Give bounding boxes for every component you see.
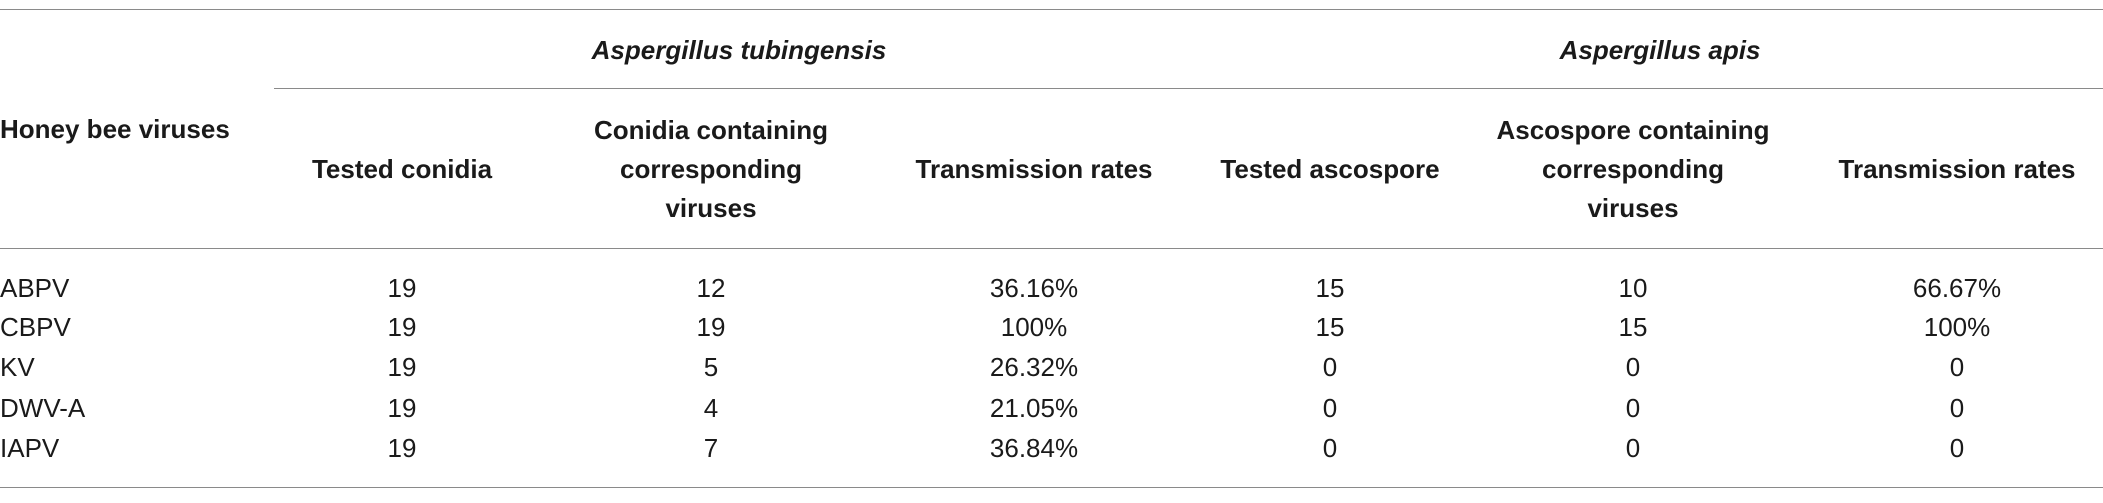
bottom-rule [0,487,2103,488]
column-header: viruses [665,193,757,223]
cell: 0 [1949,352,1965,382]
cell: 19 [387,352,417,382]
cell: 66.67% [1912,273,2002,303]
cell: 19 [387,393,417,423]
row-header: Honey bee viruses [0,114,230,144]
column-header: Transmission rates [915,154,1153,184]
cell: 7 [703,433,719,463]
cell: 36.84% [989,433,1079,463]
cell: 12 [696,273,726,303]
column-header: Transmission rates [1838,154,2076,184]
top-rule [0,9,2103,10]
cell: 21.05% [989,393,1079,423]
group-rule [274,88,2103,89]
column-header: corresponding [619,154,803,184]
column-header: Tested ascospore [1220,154,1440,184]
row-label: IAPV [0,433,60,463]
cell: 4 [703,393,719,423]
column-header: Ascospore containing [1496,115,1770,145]
cell: 0 [1322,393,1338,423]
row-label: DWV-A [0,393,86,423]
column-header: corresponding [1541,154,1725,184]
cell: 10 [1618,273,1648,303]
column-header: Conidia containing [594,115,828,145]
cell: 26.32% [989,352,1079,382]
cell: 0 [1322,433,1338,463]
cell: 19 [387,312,417,342]
cell: 19 [387,433,417,463]
cell: 19 [696,312,726,342]
cell: 15 [1315,273,1345,303]
cell: 15 [1618,312,1648,342]
column-header: viruses [1587,193,1679,223]
cell: 5 [703,352,719,382]
cell: 36.16% [989,273,1079,303]
cell: 0 [1625,393,1641,423]
cell: 0 [1625,352,1641,382]
cell: 0 [1949,393,1965,423]
cell: 15 [1315,312,1345,342]
group-title: Aspergillus tubingensis [591,35,887,65]
header-rule [0,248,2103,249]
cell: 0 [1625,433,1641,463]
cell: 19 [387,273,417,303]
row-label: ABPV [0,273,70,303]
row-label: CBPV [0,312,71,342]
cell: 100% [1000,312,1068,342]
cell: 0 [1949,433,1965,463]
group-title: Aspergillus apis [1559,35,1761,65]
row-label: KV [0,352,35,382]
column-header: Tested conidia [311,154,493,184]
cell: 0 [1322,352,1338,382]
cell: 100% [1923,312,1991,342]
